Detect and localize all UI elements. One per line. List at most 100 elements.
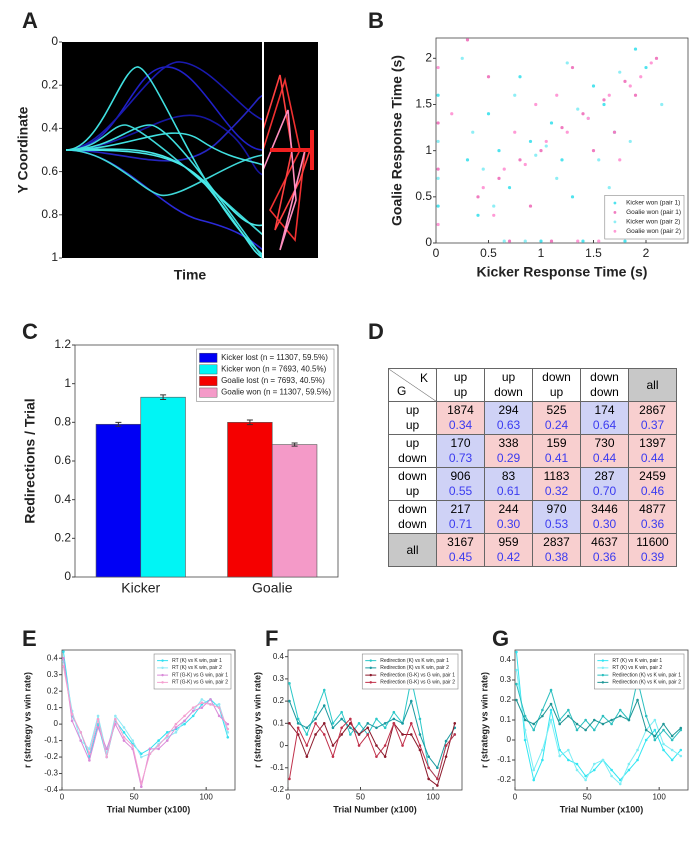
table-cell: 170 0.73 [436,434,485,468]
line-marker [567,708,570,712]
y-tick-label: -0.2 [44,752,58,761]
table-cell: 3446 0.30 [580,500,629,534]
line-marker [523,714,527,718]
x-tick-label: 50 [356,792,365,801]
legend-swatch [601,681,605,684]
cell-probability: 0.30 [496,517,521,531]
scatter-point [436,93,440,97]
cell-probability: 0.63 [496,418,521,432]
y-tick-label: 0.6 [54,453,71,467]
scatter-point [639,75,643,79]
line-marker [96,726,100,729]
y-tick-label: -0.2 [497,775,511,784]
header-text: up [453,370,468,384]
line-marker [636,698,639,702]
line-marker [453,722,457,725]
legend-label: Redirection (G-K) vs G win, pair 2 [380,680,455,686]
column-header: down up [532,368,581,402]
scatter-point [591,149,596,153]
line-marker [340,717,343,721]
line-marker [148,747,152,751]
error-bar [291,442,298,447]
cell-probability: 0.30 [592,517,617,531]
y-tick-label: 0.6 [41,164,58,178]
cell-count: 959 [498,535,519,549]
scatter-point [436,65,440,70]
cell-count: 2837 [543,535,570,549]
scatter-point [518,75,522,79]
line-marker [575,762,579,766]
row-header: down down [388,500,437,534]
y-tick-label: 1.5 [415,97,432,111]
legend-swatch [199,387,218,398]
scatter-point [502,239,506,243]
legend-swatch [161,681,164,684]
line-marker [653,728,657,732]
header-text: up [453,385,468,399]
line-marker [541,714,544,718]
header-text: down [542,370,571,384]
line-marker [679,726,683,730]
corner-label: G [397,384,407,398]
line-marker [636,748,639,752]
table-cell: 3167 0.45 [436,533,485,567]
line-marker [670,758,674,762]
y-tick-label: -0.1 [497,755,511,764]
scatter-point [660,102,664,107]
panel-label: F [265,626,278,651]
line-marker [288,722,291,725]
cell-count: 906 [450,469,471,483]
table-cell: 959 0.42 [484,533,533,567]
plot-frame [287,649,463,791]
line-marker [157,739,160,742]
cell-probability: 0.41 [544,451,569,465]
line-marker [191,709,195,713]
scatter-point [486,75,491,79]
line-marker [653,718,657,722]
legend-swatch [199,376,218,386]
legend-label: Goalie won (pair 1) [626,209,681,216]
legend: RT (K) vs K win, pair 1RT (K) vs K win, … [594,653,685,690]
legend-label: Kicker won (pair 2) [626,219,680,226]
trajectory [65,124,264,259]
line-marker [610,774,613,778]
line-marker [340,733,343,736]
cell-count: 83 [501,469,516,483]
legend-label: Redirection (K) vs K win, pair 1 [380,658,449,664]
line-marker [383,722,387,725]
cell-probability: 0.36 [640,517,665,531]
scatter-point [612,130,617,134]
y-tick-label: 0.8 [41,207,58,221]
trajectory [65,132,264,166]
y-tick-label: 2 [425,50,432,64]
scatter-point [607,185,611,190]
scatter-point [534,153,538,157]
y-tick-label: 0.4 [273,652,285,661]
line-marker [418,748,422,752]
line-marker [209,703,212,706]
line-marker [96,714,100,718]
scatter-point [523,239,527,243]
line-marker [226,731,230,734]
legend-label: RT (K) vs K win, pair 2 [172,665,222,671]
header-text: up [405,436,420,450]
line-marker [592,768,596,772]
y-tick-label: 0.4 [500,655,512,664]
column-header: down down [580,368,629,402]
line-marker [88,752,91,756]
line-marker [183,719,186,723]
line-marker [148,752,152,756]
cell-count: 159 [546,436,567,450]
plot-frame [61,649,236,791]
table-row: up up 1874 0.34 294 0.63 525 0.24 174 0.64 2867 0.3… [388,401,677,435]
table-cell: 4637 0.36 [580,533,629,567]
scatter-point [436,204,440,208]
line-marker [558,748,561,752]
y-tick-label: 0.4 [54,492,71,506]
trajectory [270,130,314,170]
scatter-point [544,139,548,144]
y-tick-label: 0.3 [273,674,285,683]
line-marker [296,717,300,721]
legend-swatch [601,659,605,662]
scatter-point [602,102,606,107]
